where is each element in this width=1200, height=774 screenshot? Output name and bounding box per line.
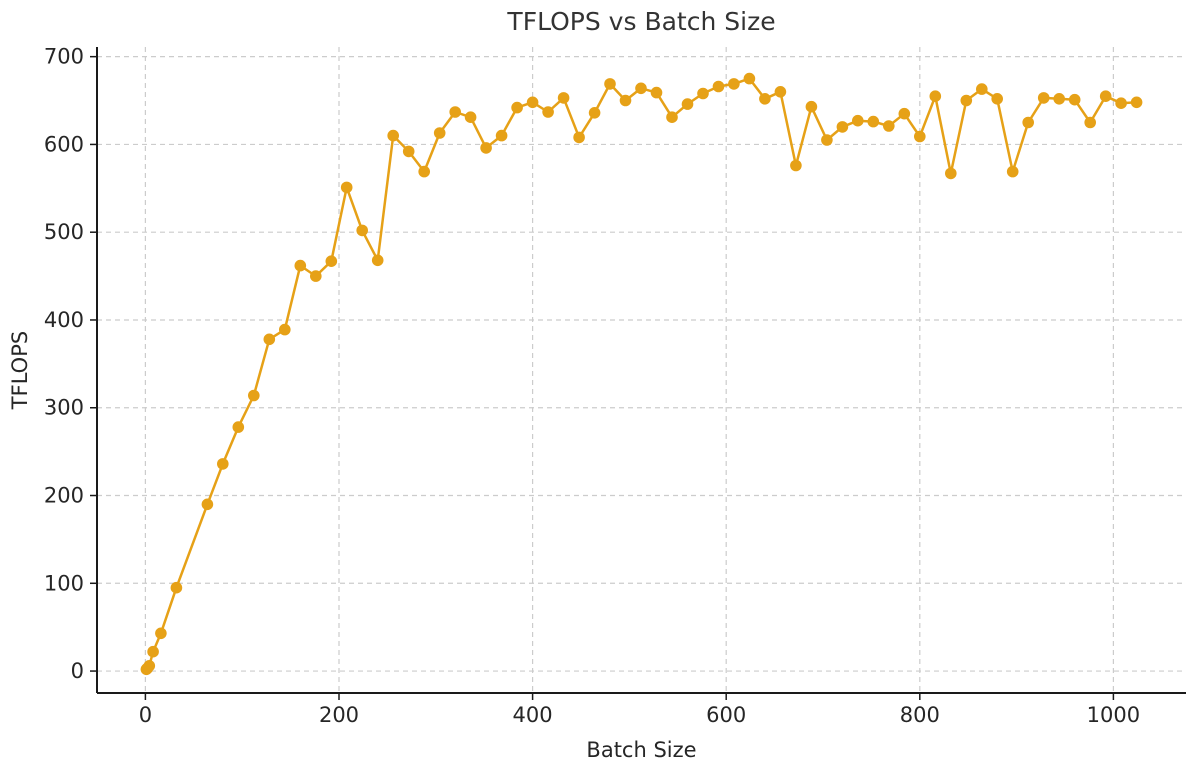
y-tick-label: 0 [71, 659, 84, 683]
y-tick-label: 200 [44, 484, 84, 508]
data-point-marker [356, 224, 369, 237]
data-point-marker [573, 131, 585, 144]
data-point-marker [1022, 116, 1034, 129]
data-point-marker [728, 78, 740, 90]
data-point-marker [542, 106, 554, 118]
data-point-marker [774, 86, 787, 98]
data-point-marker [1006, 165, 1019, 178]
data-point-marker [604, 78, 616, 90]
data-point-marker [248, 389, 260, 402]
y-tick-label: 300 [44, 396, 84, 420]
axis-spines [96, 47, 1186, 694]
y-tick-label: 600 [44, 132, 84, 156]
data-point-marker [1084, 116, 1096, 129]
data-point-marker [325, 255, 338, 267]
x-tick-label: 600 [706, 703, 746, 727]
x-tick-label: 0 [139, 703, 152, 727]
y-axis-label: TFLOPS [8, 331, 32, 410]
data-point-marker [898, 107, 911, 120]
data-point-marker [929, 90, 942, 102]
data-point-marker [666, 111, 678, 123]
x-tick-label: 400 [513, 703, 553, 727]
data-point-marker [836, 121, 849, 133]
data-point-marker [914, 130, 926, 143]
data-point-marker [960, 94, 973, 107]
grid-lines [97, 47, 1186, 693]
tflops-line [145, 77, 1138, 671]
data-point-marker [1068, 93, 1081, 106]
data-point-marker [1099, 90, 1112, 102]
data-point-marker [976, 83, 988, 95]
x-tick-label: 1000 [1087, 703, 1140, 727]
data-point-marker [1130, 96, 1143, 109]
data-point-marker [1037, 92, 1050, 104]
data-point-marker [418, 165, 431, 178]
data-point-marker [805, 100, 818, 113]
data-point-marker [433, 127, 446, 139]
data-point-marker [526, 96, 539, 109]
data-series [140, 72, 1143, 676]
data-point-marker [743, 72, 756, 85]
data-point-marker [1115, 97, 1127, 109]
data-point-marker [147, 645, 159, 658]
data-point-marker [480, 142, 492, 154]
data-point-marker [697, 87, 709, 100]
data-point-marker [557, 92, 570, 104]
data-point-marker [883, 120, 895, 132]
data-point-marker [588, 107, 601, 119]
x-axis-label: Batch Size [586, 738, 696, 762]
data-point-marker [1053, 93, 1065, 105]
data-point-marker [387, 129, 400, 142]
data-point-marker [402, 145, 415, 158]
data-point-marker [279, 323, 291, 336]
y-tick-label: 700 [44, 45, 84, 69]
data-point-marker [340, 181, 353, 194]
data-point-marker [371, 254, 384, 267]
chart-title: TFLOPS vs Batch Size [506, 7, 775, 36]
data-point-marker [712, 80, 725, 93]
data-point-marker [790, 159, 802, 172]
data-point-marker [170, 581, 183, 594]
data-point-marker [464, 111, 477, 123]
data-point-marker [232, 421, 245, 433]
data-point-marker [991, 93, 1003, 105]
y-tick-label: 400 [44, 308, 84, 332]
data-point-marker [217, 458, 229, 470]
data-point-marker [650, 86, 663, 99]
data-point-marker [263, 333, 276, 346]
data-point-marker [155, 627, 167, 640]
data-point-marker [681, 98, 694, 110]
data-point-marker [759, 93, 771, 105]
data-point-marker [310, 270, 322, 282]
x-tick-label: 200 [319, 703, 359, 727]
x-tick-label: 800 [900, 703, 940, 727]
data-point-marker [201, 498, 214, 511]
data-point-marker [821, 134, 833, 146]
data-point-marker [852, 114, 864, 127]
data-point-marker [294, 259, 307, 272]
data-point-marker [511, 101, 523, 114]
data-point-marker [635, 82, 647, 95]
data-point-marker [867, 115, 880, 128]
data-point-marker [945, 167, 957, 180]
data-point-marker [619, 94, 632, 107]
data-point-marker [449, 106, 462, 118]
y-tick-label: 500 [44, 220, 84, 244]
data-point-marker [143, 660, 156, 672]
y-tick-label: 100 [44, 571, 84, 595]
data-point-marker [495, 129, 508, 142]
axis-ticks: 0 200 400 600 800 1000 0 100 200 300 400 500 600 700 [44, 45, 1140, 727]
